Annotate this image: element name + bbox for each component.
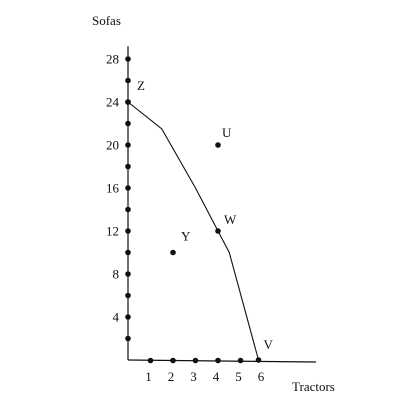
- point-z-marker: [125, 99, 131, 105]
- x-axis-dot: [215, 357, 221, 364]
- point-w-label: W: [224, 212, 237, 227]
- x-tick-label: 1: [145, 369, 152, 384]
- point-v-label: V: [264, 337, 274, 352]
- y-axis-dot: [125, 206, 131, 213]
- y-axis-dot: [125, 228, 131, 234]
- y-axis-dot: [125, 163, 131, 170]
- y-axis-dot: [125, 77, 131, 84]
- y-tick-label: 8: [113, 267, 120, 282]
- y-tick-label: 12: [106, 224, 119, 239]
- y-axis-dot: [125, 185, 131, 191]
- y-tick-label: 28: [106, 52, 119, 67]
- point-w-marker: [215, 228, 221, 234]
- labeled-points: Z U W Y V: [125, 78, 274, 363]
- y-axis-dot: [125, 314, 131, 320]
- x-tick-label: 6: [258, 369, 265, 384]
- y-tick-labels: 4 8 12 16 20 24 28: [106, 52, 120, 325]
- x-axis: [127, 359, 317, 363]
- x-tick-label: 5: [235, 369, 242, 384]
- x-axis-dot: [170, 357, 176, 364]
- x-tick-label: 2: [168, 369, 175, 384]
- x-axis-dot: [237, 357, 244, 364]
- y-axis-dot: [125, 56, 131, 62]
- point-u-marker: [215, 142, 221, 148]
- y-axis-dot: [125, 335, 131, 342]
- y-axis-dots: [125, 56, 131, 342]
- x-axis-title: Tractors: [292, 379, 335, 394]
- y-tick-label: 20: [106, 138, 119, 153]
- point-v-marker: [255, 357, 262, 363]
- y-tick-label: 24: [106, 95, 120, 110]
- x-tick-label: 3: [190, 369, 197, 384]
- y-axis-dot: [125, 292, 131, 299]
- y-axis-dot: [125, 271, 131, 277]
- x-axis-dots: [147, 357, 244, 364]
- y-tick-label: 16: [106, 181, 120, 196]
- y-axis-dot: [125, 249, 131, 256]
- x-axis-dot: [147, 357, 154, 364]
- point-y-marker: [170, 249, 176, 256]
- point-z-label: Z: [137, 78, 145, 93]
- x-tick-label: 4: [213, 369, 220, 384]
- production-possibility-frontier: [127, 101, 260, 361]
- y-axis-dot: [125, 142, 131, 148]
- point-y-label: Y: [181, 229, 191, 244]
- x-axis-dot: [192, 357, 199, 364]
- y-axis-dot: [125, 120, 131, 127]
- y-axis-title: Sofas: [92, 13, 121, 28]
- point-u-label: U: [222, 125, 232, 140]
- y-tick-label: 4: [113, 310, 120, 325]
